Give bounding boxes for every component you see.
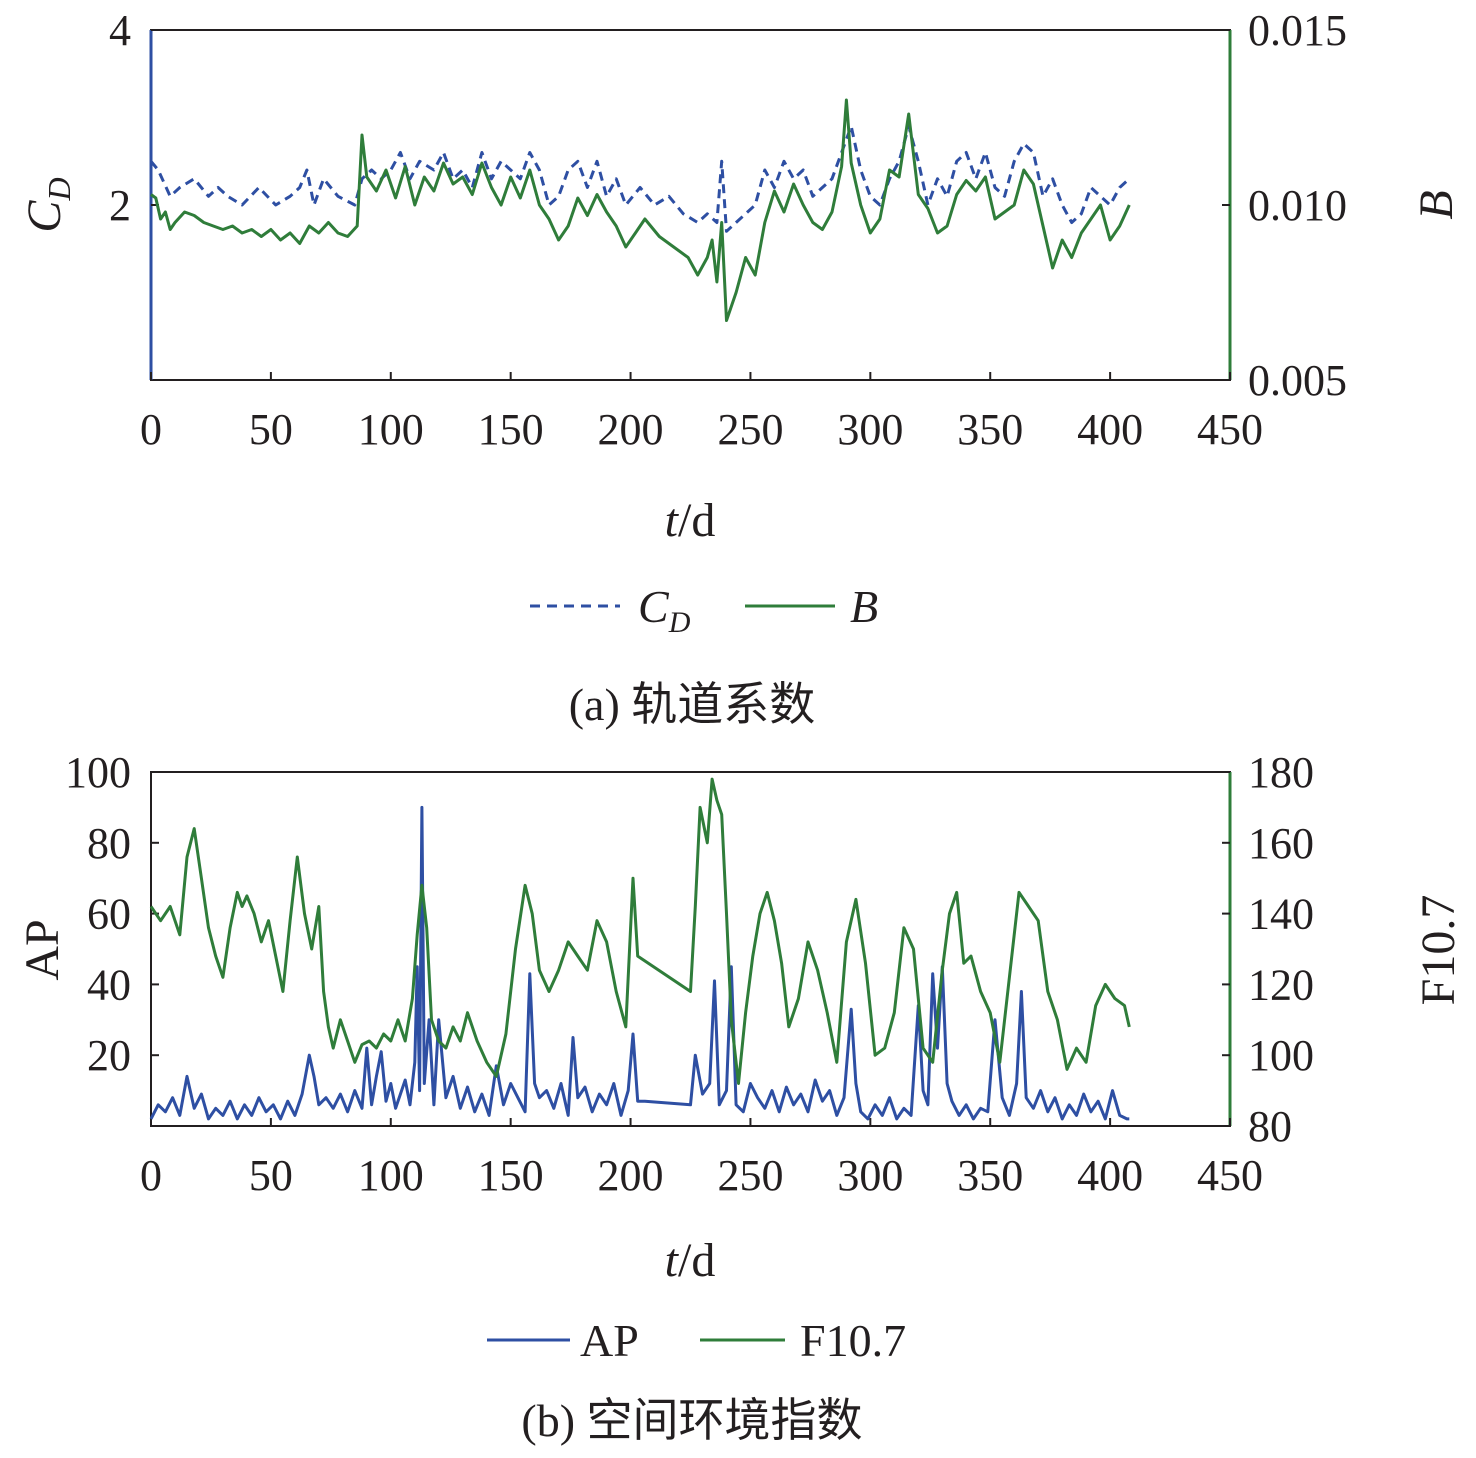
legend-cd-label: CD	[638, 581, 691, 639]
chart-a-x-ticks: 0 50 100 150 200 250 300 350 400 450	[140, 372, 1263, 454]
chart-b-legend: AP F10.7	[487, 1315, 906, 1366]
right-tick-label: 100	[1248, 1031, 1314, 1080]
x-tick-label: 300	[837, 405, 903, 454]
right-tick-label: 180	[1248, 748, 1314, 797]
x-tick-label: 200	[598, 405, 664, 454]
left-tick-label: 100	[65, 748, 131, 797]
x-tick-label: 0	[140, 405, 162, 454]
x-tick-label: 150	[478, 405, 544, 454]
chart-b-ylabel-right: F10.7	[1412, 895, 1465, 1006]
chart-b-left-ticks: 20 40 60 80 100	[65, 748, 159, 1080]
chart-a-right-ticks: 0.005 0.010 0.015	[1222, 6, 1347, 405]
chart-b-series	[149, 777, 1131, 1121]
chart-a-caption: (a) 轨道系数	[569, 679, 816, 730]
series-line-c-d	[149, 124, 1131, 233]
legend-ap-label: AP	[580, 1315, 639, 1366]
legend-f107-label: F10.7	[800, 1315, 906, 1366]
chart-b-xlabel: t/d	[665, 1234, 716, 1287]
left-tick-label: 2	[109, 181, 131, 230]
x-tick-label: 50	[249, 405, 293, 454]
x-tick-label: 200	[598, 1151, 664, 1200]
x-tick-label: 100	[358, 405, 424, 454]
chart-a-ylabel-left: CD	[18, 177, 77, 232]
left-tick-label: 60	[87, 890, 131, 939]
x-tick-label: 450	[1197, 1151, 1263, 1200]
x-tick-label: 0	[140, 1151, 162, 1200]
x-tick-label: 450	[1197, 405, 1263, 454]
series-line-f10-7	[149, 777, 1131, 1085]
chart-a: 0 50 100 150 200 250 300 350 400 450 24 0.0050.01…	[18, 6, 1463, 730]
x-tick-label: 300	[837, 1151, 903, 1200]
x-tick-label: 100	[358, 1151, 424, 1200]
chart-a-series	[149, 98, 1131, 322]
right-tick-label: 120	[1248, 960, 1314, 1009]
left-tick-label: 4	[109, 6, 131, 55]
chart-b-x-ticks: 0 50 100 150 200 250 300 350 400 450	[140, 1118, 1263, 1200]
chart-b-caption: (b) 空间环境指数	[521, 1395, 862, 1446]
x-tick-label: 150	[478, 1151, 544, 1200]
chart-a-xlabel: t/d	[665, 494, 716, 547]
chart-b-right-ticks: 80 100 120 140 160 180	[1222, 748, 1314, 1151]
right-tick-label: 80	[1248, 1102, 1292, 1151]
chart-a-ylabel-right: B	[1410, 190, 1463, 219]
series-line-ap	[149, 805, 1130, 1121]
right-tick-label: 0.010	[1248, 181, 1347, 230]
right-tick-label: 0.015	[1248, 6, 1347, 55]
x-tick-label: 50	[249, 1151, 293, 1200]
right-tick-label: 140	[1248, 890, 1314, 939]
chart-b-ylabel-left: AP	[16, 919, 69, 980]
legend-b-label: B	[850, 581, 878, 632]
x-tick-label: 350	[957, 1151, 1023, 1200]
chart-b: 0 50 100 150 200 250 300 350 400 450 20406080100 …	[16, 748, 1465, 1446]
right-tick-label: 160	[1248, 819, 1314, 868]
left-tick-label: 20	[87, 1031, 131, 1080]
x-tick-label: 350	[957, 405, 1023, 454]
right-tick-label: 0.005	[1248, 356, 1347, 405]
left-tick-label: 40	[87, 960, 131, 1009]
chart-a-plot-frame	[150, 29, 1231, 381]
x-tick-label: 250	[717, 1151, 783, 1200]
left-tick-label: 80	[87, 819, 131, 868]
x-tick-label: 400	[1077, 1151, 1143, 1200]
chart-a-left-ticks: 24	[109, 6, 159, 230]
x-tick-label: 400	[1077, 405, 1143, 454]
x-tick-label: 250	[717, 405, 783, 454]
series-line-b	[150, 98, 1131, 322]
chart-a-legend: CD B	[530, 581, 878, 639]
